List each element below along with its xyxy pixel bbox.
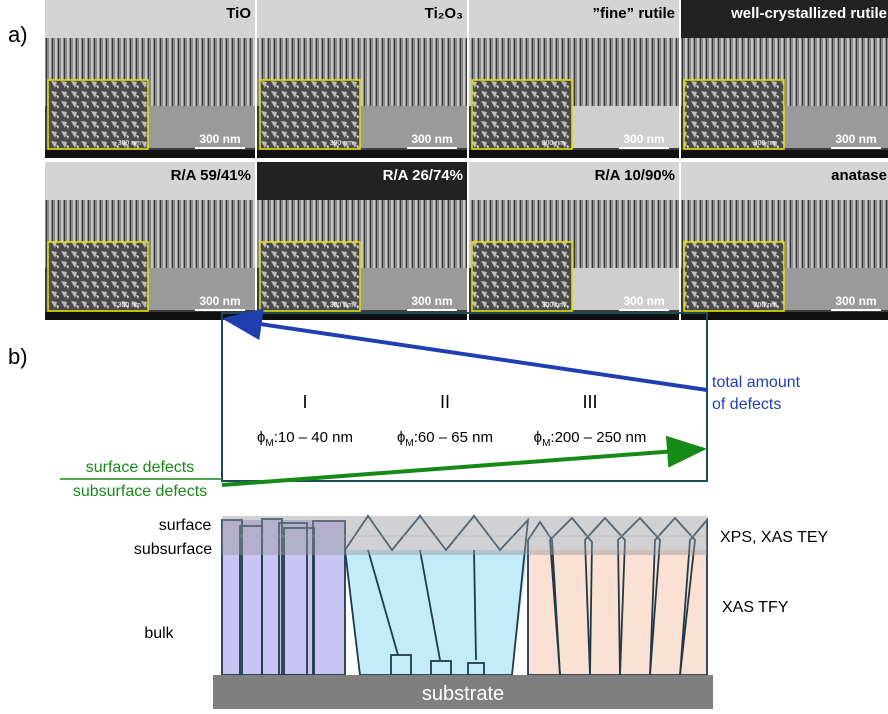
total-defects: total amount	[712, 374, 801, 391]
info-bar	[257, 150, 467, 158]
image-title: R/A 10/90%	[595, 167, 675, 184]
ratio-denominator: subsurface defects	[73, 483, 207, 500]
inset-scale: 300 nm	[330, 302, 354, 309]
panel-label: a)	[8, 22, 28, 47]
sem-substrate	[357, 106, 467, 148]
inset-scale: 300 nm	[542, 140, 566, 147]
info-bar	[681, 312, 888, 320]
image-title: R/A 59/41%	[171, 167, 251, 184]
info-bar	[681, 150, 888, 158]
inset	[471, 241, 573, 312]
sem-sky	[469, 162, 679, 200]
sem-substrate	[569, 268, 679, 310]
info-bar	[469, 312, 679, 320]
scale-label: 300 nm	[411, 294, 452, 308]
sem-sky	[681, 0, 888, 38]
scale-label: 300 nm	[199, 294, 240, 308]
image-title: Ti₂O₃	[425, 5, 463, 22]
group-size: ϕM:10 – 40 nm	[257, 429, 353, 449]
defect-box	[221, 312, 708, 482]
group-numeral: II	[440, 392, 450, 412]
image-title: well-crystallized rutile	[730, 5, 887, 22]
group-numeral: I	[302, 392, 307, 412]
sem-substrate	[145, 106, 255, 148]
sem-sky	[681, 162, 888, 200]
inset	[471, 79, 573, 150]
sem-substrate	[357, 268, 467, 310]
scale-label: 300 nm	[199, 132, 240, 146]
info-bar	[45, 312, 255, 320]
group-numeral: III	[582, 392, 597, 412]
image-title: R/A 26/74%	[383, 167, 463, 184]
layer-label: surface	[159, 517, 212, 534]
inset-scale: 300 nm	[118, 140, 142, 147]
inset	[259, 241, 361, 312]
inset-scale: 300 nm	[754, 302, 778, 309]
image-title: ”fine” rutile	[592, 5, 675, 22]
phi-subscript: M	[405, 438, 413, 449]
sem-sky	[45, 0, 255, 38]
phi-subscript: M	[265, 438, 273, 449]
method-label: XPS, XAS TEY	[720, 529, 829, 546]
sem-substrate	[569, 106, 679, 148]
blue-arrow	[222, 308, 708, 392]
scale-label: 300 nm	[623, 294, 664, 308]
sem-sky	[45, 162, 255, 200]
phi-symbol: ϕ	[397, 429, 405, 446]
info-bar	[45, 150, 255, 158]
inset	[683, 79, 785, 150]
inset-scale: 300 nm	[754, 140, 778, 147]
green-arrow	[221, 435, 707, 487]
phi-symbol: ϕ	[534, 429, 542, 446]
layer-label: subsurface	[134, 541, 212, 558]
size-range: :60 – 65 nm	[414, 429, 493, 446]
inset-scale: 300 nm	[330, 140, 354, 147]
method-label: XAS TFY	[722, 599, 789, 616]
info-bar	[469, 150, 679, 158]
sem-sky	[257, 0, 467, 38]
scale-label: 300 nm	[623, 132, 664, 146]
image-title: anatase	[831, 167, 887, 184]
layer-label: bulk	[144, 625, 174, 642]
sem-substrate	[781, 106, 888, 148]
panel-label: b)	[8, 344, 28, 369]
sem-substrate	[781, 268, 888, 310]
scale-label: 300 nm	[835, 132, 876, 146]
group-size: ϕM:200 – 250 nm	[534, 429, 647, 449]
sem-substrate	[145, 268, 255, 310]
scale-label: 300 nm	[835, 294, 876, 308]
sem-sky	[469, 0, 679, 38]
inset	[259, 79, 361, 150]
inset-scale: 300 nm	[118, 302, 142, 309]
phi-subscript: M	[542, 438, 550, 449]
inset	[47, 241, 149, 312]
substrate-label: substrate	[422, 683, 504, 705]
ratio-numerator: surface defects	[86, 459, 195, 476]
scale-label: 300 nm	[411, 132, 452, 146]
inset	[47, 79, 149, 150]
bulk-medium	[345, 550, 528, 675]
surface-band	[222, 516, 707, 555]
image-title: TiO	[226, 5, 251, 22]
info-bar	[257, 312, 467, 320]
inset-scale: 300 nm	[542, 302, 566, 309]
sem-sky	[257, 162, 467, 200]
group-size: ϕM:60 – 65 nm	[397, 429, 493, 449]
size-range: :10 – 40 nm	[274, 429, 353, 446]
phi-symbol: ϕ	[257, 429, 265, 446]
total-defects: of defects	[712, 396, 781, 413]
substrate	[213, 675, 713, 709]
size-range: :200 – 250 nm	[550, 429, 646, 446]
inset	[683, 241, 785, 312]
